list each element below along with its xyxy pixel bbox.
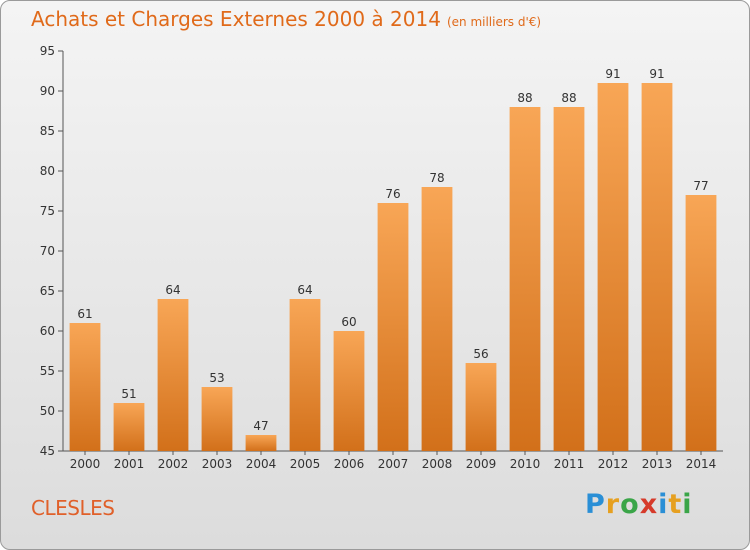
logo-letter: o [620,489,640,520]
bar [113,403,145,451]
bar-value-label: 91 [605,67,620,81]
bar-value-label: 88 [517,91,532,105]
x-tick-label: 2009 [466,457,497,471]
bar-value-label: 78 [429,171,444,185]
bar [553,107,585,451]
x-tick-label: 2001 [114,457,145,471]
logo-letter: i [682,489,693,520]
bar-value-label: 91 [649,67,664,81]
bar [377,203,409,451]
bar [509,107,541,451]
x-tick-label: 2012 [598,457,629,471]
bar-value-label: 64 [297,283,312,297]
place-name: CLESLES [31,496,115,520]
bar [421,187,453,451]
axes: 45 50 55 60 65 70 75 80 85 90 95 2000 2001 2002 2003 20… [40,44,723,471]
bar [201,387,233,451]
x-tick-label: 2005 [290,457,321,471]
x-tick-label: 2008 [422,457,453,471]
y-tick-label: 55 [40,364,55,378]
bar-value-label: 51 [121,387,136,401]
bar [465,363,497,451]
x-tick-label: 2013 [642,457,673,471]
chart-title: Achats et Charges Externes 2000 à 2014 (e… [31,7,541,31]
x-tick-label: 2007 [378,457,409,471]
x-tick-label: 2004 [246,457,277,471]
bar-value-label: 77 [693,179,708,193]
bar-value-label: 56 [473,347,488,361]
bar-value-label: 88 [561,91,576,105]
x-tick-label: 2006 [334,457,365,471]
x-tick-label: 2002 [158,457,189,471]
bar-value-label: 47 [253,419,268,433]
proxiti-logo: Proxiti [585,489,693,520]
chart-subtitle: (en milliers d'€) [446,15,542,29]
x-tick-label: 2000 [70,457,101,471]
bar [685,195,717,451]
y-tick-label: 95 [40,44,55,58]
bar [69,323,101,451]
y-tick-label: 90 [40,84,55,98]
y-tick-label: 60 [40,324,55,338]
bar [157,299,189,451]
logo-letter: i [658,489,669,520]
y-tick-label: 70 [40,244,55,258]
x-tick-label: 2003 [202,457,233,471]
logo-letter: x [639,489,659,520]
x-tick-label: 2011 [554,457,585,471]
bar-value-label: 53 [209,371,224,385]
logo-letter: t [668,489,683,520]
bar [245,435,277,451]
bar [333,331,365,451]
bar-value-label: 60 [341,315,356,329]
y-tick-label: 45 [40,444,55,458]
bar-value-label: 61 [77,307,92,321]
x-tick-label: 2014 [686,457,717,471]
bars [69,83,717,451]
value-labels: 61 51 64 53 47 64 60 76 78 56 88 88 91 91 77 [77,67,708,433]
bar-value-label: 76 [385,187,400,201]
y-tick-label: 80 [40,164,55,178]
y-tick-label: 85 [40,124,55,138]
bar [597,83,629,451]
y-tick-label: 75 [40,204,55,218]
logo-letter: P [585,489,606,520]
y-tick-label: 50 [40,404,55,418]
chart-title-text: Achats et Charges Externes 2000 à 2014 [31,7,441,31]
bar-value-label: 64 [165,283,180,297]
bar [289,299,321,451]
x-tick-label: 2010 [510,457,541,471]
y-tick-label: 65 [40,284,55,298]
bar [641,83,673,451]
logo-letter: r [605,489,621,520]
